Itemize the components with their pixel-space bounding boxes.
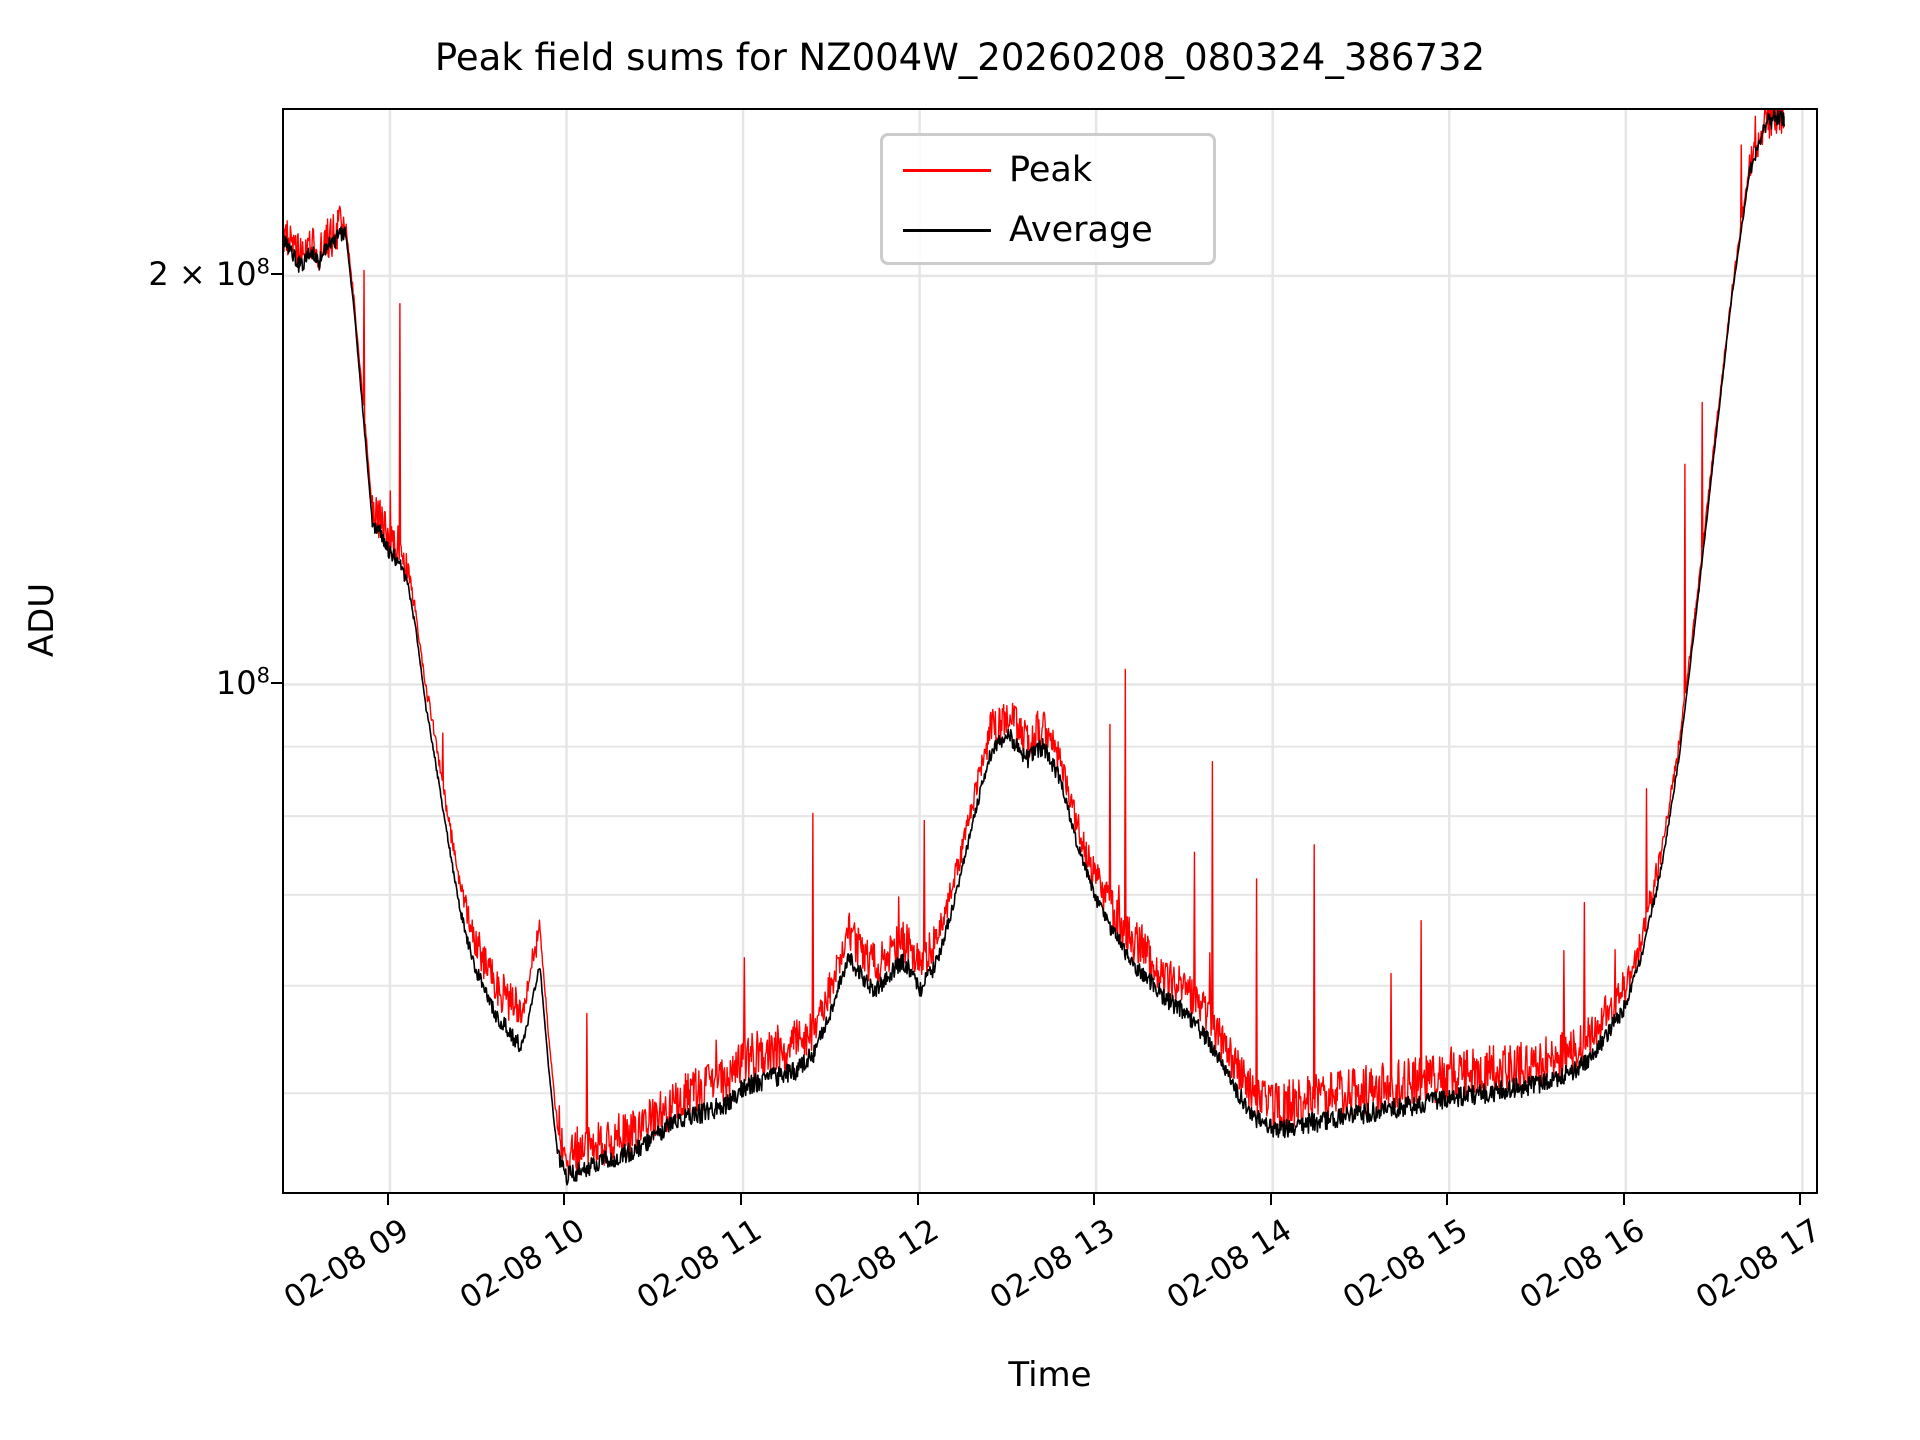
- legend-box[interactable]: Peak Average: [880, 133, 1216, 265]
- legend-entry-peak[interactable]: Peak: [883, 144, 1213, 196]
- legend-label-peak: Peak: [1009, 150, 1093, 190]
- x-tick-mark-1: [563, 1194, 566, 1205]
- x-tick-mark-2: [740, 1194, 743, 1205]
- x-tick-mark-3: [916, 1194, 919, 1205]
- legend-swatch-average: [903, 228, 991, 232]
- series-line-average: [284, 110, 1785, 1186]
- page-title: Peak field sums for NZ004W_20260208_0803…: [434, 36, 1486, 79]
- series-line-peak: [284, 110, 1785, 1176]
- y-axis-label: ADU: [22, 582, 62, 658]
- x-tick-mark-6: [1446, 1194, 1449, 1205]
- x-tick-mark-0: [386, 1194, 389, 1205]
- y-tick-label-0: 2 × 108: [148, 254, 270, 293]
- x-tick-mark-5: [1269, 1194, 1272, 1205]
- legend-swatch-peak: [903, 168, 991, 172]
- plot-area: [282, 108, 1818, 1194]
- legend-label-average: Average: [1009, 210, 1153, 250]
- legend-entry-average[interactable]: Average: [883, 204, 1213, 256]
- x-tick-mark-4: [1093, 1194, 1096, 1205]
- series-lines: [284, 110, 1785, 1186]
- grid-lines: [284, 110, 1816, 1192]
- y-tick-mark-0: [271, 272, 282, 275]
- plot-svg: [284, 110, 1816, 1192]
- y-tick-mark-1: [271, 681, 282, 684]
- x-tick-mark-8: [1799, 1194, 1802, 1205]
- x-axis-label: Time: [1008, 1355, 1092, 1395]
- x-tick-mark-7: [1622, 1194, 1625, 1205]
- y-tick-label-1: 108: [215, 662, 270, 702]
